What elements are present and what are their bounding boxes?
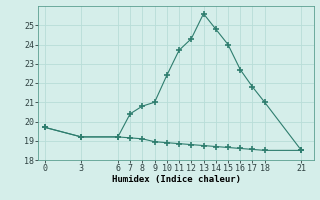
X-axis label: Humidex (Indice chaleur): Humidex (Indice chaleur) <box>111 175 241 184</box>
